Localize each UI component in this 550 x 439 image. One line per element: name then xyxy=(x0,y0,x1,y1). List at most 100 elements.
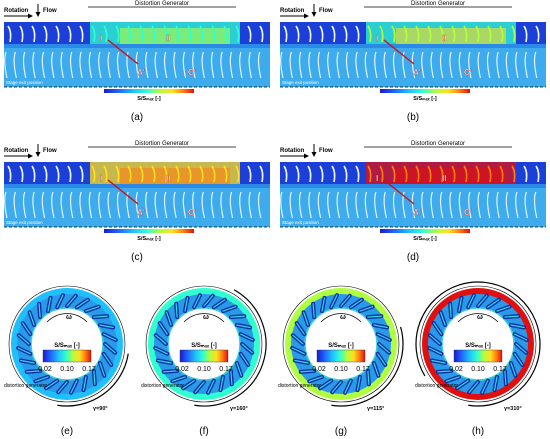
rotor-blade xyxy=(126,51,130,79)
casing-outline xyxy=(282,285,400,403)
rotor-blade xyxy=(173,51,177,79)
ring-caption: (f) xyxy=(199,426,208,437)
panel-field xyxy=(280,22,546,87)
rotor-blade xyxy=(257,51,262,79)
rotor-blade xyxy=(201,191,205,219)
rotation-arrowhead xyxy=(28,13,33,19)
stator-blade xyxy=(391,25,396,43)
rotor-blade xyxy=(79,51,83,79)
stator-blade xyxy=(79,165,84,183)
rotor-blade xyxy=(154,51,158,79)
blade-wake-core xyxy=(163,370,178,373)
rotor-blade xyxy=(98,191,102,219)
generator-note: distortion generator xyxy=(4,383,47,389)
blade-wake-core xyxy=(428,347,442,355)
rotor-blade xyxy=(374,191,378,219)
omega-arc xyxy=(457,313,499,323)
colorbar-label: S/Sₘₐₓ [-] xyxy=(413,96,437,102)
rotor-blade xyxy=(4,191,8,219)
tick-low: 0.02 xyxy=(38,366,52,373)
flow-label: Flow xyxy=(319,148,333,154)
ring-caption: (h) xyxy=(472,426,484,437)
blade-wake-core xyxy=(429,334,441,345)
panel-c: Rotation Flow Distortion Generator I II … xyxy=(4,141,270,263)
rotor-blade xyxy=(280,191,284,219)
stator-blade xyxy=(223,165,228,183)
stator-blade xyxy=(139,165,144,183)
panel-caption: (c) xyxy=(131,252,143,263)
rotor-blade xyxy=(345,191,350,219)
rotor-blade xyxy=(327,51,331,79)
stator-blade xyxy=(523,25,528,43)
rotor-blade xyxy=(392,51,397,79)
stator-blade xyxy=(247,165,252,183)
blade-wake-core xyxy=(154,347,168,355)
stator-blade xyxy=(259,165,264,183)
generator-arc xyxy=(415,281,541,407)
stator-blade xyxy=(31,25,36,43)
blade-wake-core xyxy=(66,295,77,307)
casing-outline xyxy=(145,285,263,403)
blade-wake-core xyxy=(17,347,31,355)
blade-wake-core xyxy=(514,333,528,341)
blade-wake-core xyxy=(319,380,332,389)
generator-note: distortion generator xyxy=(415,383,458,389)
rotor-blade xyxy=(32,51,36,79)
stator-blade xyxy=(451,25,456,43)
stator-blade xyxy=(463,25,468,43)
blade-wake-core xyxy=(222,306,237,312)
stator-blade xyxy=(199,25,204,43)
rotor-blade xyxy=(421,191,425,219)
tick-high: 0.17 xyxy=(219,366,233,373)
rotor-blade xyxy=(257,191,262,219)
ring-colorbar-label: S/Sₘₐₓ [-] xyxy=(191,343,217,349)
blade-wake-core xyxy=(38,303,41,318)
stator-blade xyxy=(475,165,480,183)
stator-blade xyxy=(379,165,384,183)
stator-blade xyxy=(451,165,456,183)
rotor-blade xyxy=(163,191,168,219)
marker-arrow xyxy=(383,39,415,65)
rotation-label: Rotation xyxy=(4,148,29,154)
tick-low: 0.02 xyxy=(175,366,189,373)
stator-blade xyxy=(55,165,60,183)
colorbar-label: S/Sₘₐₓ [-] xyxy=(413,236,437,242)
tick-high: 0.17 xyxy=(356,366,370,373)
blade-wake-core xyxy=(103,353,112,366)
rotor-blade xyxy=(308,51,312,79)
flow-label: Flow xyxy=(43,8,57,14)
marker-II: II xyxy=(166,34,170,43)
stage-exit-label: Stage exit position xyxy=(6,220,43,225)
stator-blade xyxy=(199,165,204,183)
rotor-blade xyxy=(439,191,444,219)
stator-blade xyxy=(487,165,492,183)
generator-arc xyxy=(331,326,404,407)
omega-label: ω xyxy=(66,314,72,321)
blade-wake-core xyxy=(437,370,452,373)
generator-label: Distortion Generator xyxy=(411,141,465,147)
blade-wake-core xyxy=(356,376,361,391)
tick-mid: 0.10 xyxy=(197,366,211,373)
stator-blade xyxy=(7,25,12,43)
blade-wake-core xyxy=(378,343,390,354)
blade-wake-core xyxy=(213,299,226,308)
stator-blade xyxy=(367,25,372,43)
stator-blade xyxy=(343,25,348,43)
rotor-blade xyxy=(430,191,434,219)
stator-blade xyxy=(187,25,192,43)
blade-wake-core xyxy=(93,370,96,385)
rotor-blade xyxy=(182,51,187,79)
rotor-blade xyxy=(533,191,538,219)
blade-wake-core xyxy=(496,306,511,312)
stator-blade xyxy=(511,165,516,183)
gamma-label: γ=310° xyxy=(504,406,522,412)
stator-blade xyxy=(319,165,324,183)
panel-caption: (a) xyxy=(131,112,143,123)
rotor-blade xyxy=(154,191,158,219)
rotor-blade xyxy=(336,191,340,219)
stator-blade xyxy=(439,165,444,183)
rotor-blade xyxy=(458,191,463,219)
rotor-blade xyxy=(392,191,397,219)
stator-blade xyxy=(367,165,372,183)
omega-arc xyxy=(46,313,88,323)
